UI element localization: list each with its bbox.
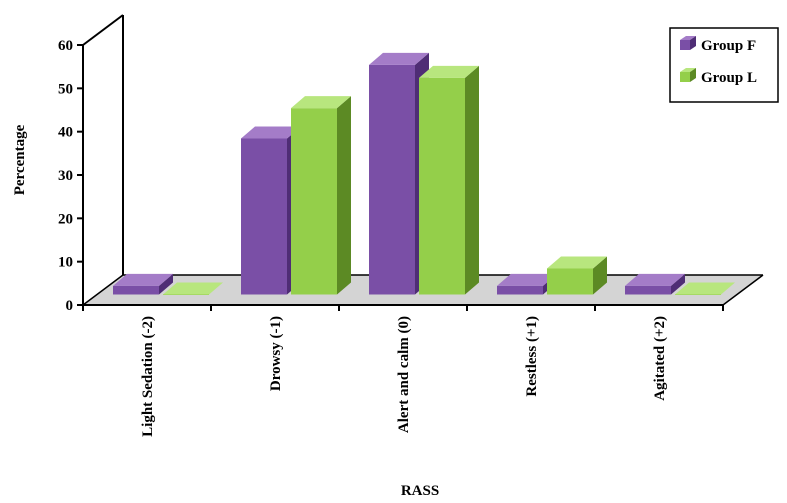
bar-top-face xyxy=(675,282,735,295)
y-tick-label: 10 xyxy=(58,255,73,271)
bar-top-face xyxy=(547,256,607,269)
floor-right-edge xyxy=(722,274,764,306)
y-tick-label: 50 xyxy=(58,81,73,97)
bar-top-face xyxy=(497,273,557,286)
y-tick-label: 60 xyxy=(58,38,73,54)
floor-left-edge xyxy=(82,274,124,306)
bar-side-face xyxy=(465,65,479,295)
legend-swatch xyxy=(680,72,690,82)
y-axis-title: Percentage xyxy=(12,124,28,195)
bar-front-face xyxy=(625,285,671,295)
x-axis: Light Sedation (-2) Drowsy (-1) Alert and … xyxy=(82,304,724,437)
bar-group-f xyxy=(113,273,173,295)
legend-swatch-top xyxy=(680,68,696,72)
bar-front-face xyxy=(497,285,543,295)
legend-label: Group F xyxy=(701,38,756,54)
bar-front-face xyxy=(369,64,415,295)
bar-group-l xyxy=(675,282,735,295)
bar-top-face xyxy=(291,96,351,109)
bar-group-f xyxy=(625,273,685,295)
y-axis: 0 10 20 30 40 50 60 xyxy=(58,38,84,314)
bar-top-face xyxy=(625,273,685,286)
legend: Group F Group L xyxy=(669,27,779,103)
bar-top-face xyxy=(113,273,173,286)
bar-top-face xyxy=(419,65,479,78)
x-axis-title: RASS xyxy=(401,483,439,499)
x-tick-label: Agitated (+2) xyxy=(652,316,668,401)
legend-label: Group L xyxy=(701,70,757,86)
bar-front-face xyxy=(241,138,287,295)
legend-swatch-side xyxy=(690,36,696,50)
bar-top-face xyxy=(163,282,223,295)
bar-top-face xyxy=(369,52,429,65)
y-tick-label: 0 xyxy=(66,298,74,314)
bar-front-face xyxy=(547,268,593,295)
y-tick-label: 30 xyxy=(58,168,73,184)
bar-front-face xyxy=(163,294,209,295)
bar-group-f xyxy=(369,52,429,295)
bar-group-l xyxy=(163,282,223,295)
bar-side-face xyxy=(671,273,685,295)
bar-group-l xyxy=(419,65,479,295)
bar-front-face xyxy=(675,294,721,295)
legend-swatch xyxy=(680,40,690,50)
y-tick-label: 40 xyxy=(58,125,73,141)
bar-side-face xyxy=(593,256,607,295)
bar-front-face xyxy=(419,77,465,295)
x-tick-label: Restless (+1) xyxy=(524,316,540,397)
x-tick-label: Drowsy (-1) xyxy=(268,316,284,391)
bar-group-l xyxy=(291,96,351,295)
bar-group-l xyxy=(547,256,607,295)
bar-front-face xyxy=(291,108,337,295)
y-tick-label: 20 xyxy=(58,211,73,227)
x-tick-label: Alert and calm (0) xyxy=(396,316,412,433)
x-tick-label: Light Sedation (-2) xyxy=(140,316,156,437)
bar-side-face xyxy=(337,96,351,295)
bar-front-face xyxy=(113,285,159,295)
bar-top-face xyxy=(241,126,301,139)
legend-swatch-side xyxy=(690,68,696,82)
bars-layer xyxy=(113,52,735,295)
bar-side-face xyxy=(159,273,173,295)
top-depth-edge xyxy=(82,14,124,46)
legend-swatch-top xyxy=(680,36,696,40)
